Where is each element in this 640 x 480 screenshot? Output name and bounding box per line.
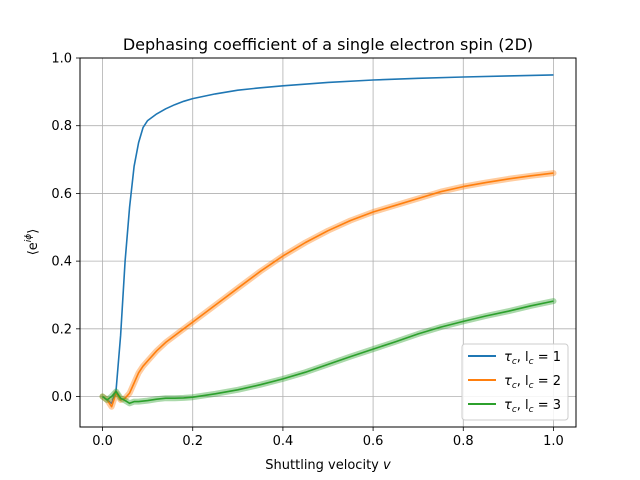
series-1-line: [102, 74, 554, 405]
y-tick-label: 0.8: [51, 119, 72, 134]
x-tick-label: 1.0: [543, 434, 564, 449]
x-tick-label: 0.2: [182, 434, 203, 449]
y-tick-label: 0.0: [51, 390, 72, 405]
legend-label-1: τc, lc = 1: [504, 350, 561, 367]
y-tick-label: 1.0: [51, 52, 72, 67]
y-axis-label-main: ⟨e: [26, 242, 41, 255]
x-axis-label-var: v: [383, 458, 391, 473]
x-tick-label: 0.8: [453, 434, 474, 449]
legend-box: [461, 343, 569, 421]
y-tick-label: 0.2: [51, 322, 72, 337]
ticks: 0.0 0.2 0.4 0.6 0.8 1.0 0.0 0.2 0.4 0.6 0.8 1.0: [51, 52, 563, 450]
grid: [80, 57, 576, 427]
series-layer: [99, 74, 557, 410]
legend-label-3: τc, lc = 3: [504, 398, 561, 415]
series-2-line: [102, 172, 554, 408]
y-axis-label-sup: iϕ: [24, 234, 34, 243]
y-tick-label: 0.4: [51, 255, 72, 270]
chart-title: Dephasing coefficient of a single electr…: [123, 35, 533, 54]
y-tick-label: 0.6: [51, 187, 72, 202]
x-tick-label: 0.4: [273, 434, 294, 449]
x-axis-label-text: Shuttling velocity: [265, 458, 383, 473]
x-axis-label: Shuttling velocity v: [265, 458, 391, 473]
legend: τc, lc = 1 τc, lc = 2 τc, lc = 3: [461, 343, 569, 421]
legend-label-2: τc, lc = 2: [504, 374, 561, 391]
y-axis-label-end: ⟩: [26, 229, 41, 234]
x-tick-label: 0.6: [363, 434, 384, 449]
x-tick-label: 0.0: [92, 434, 113, 449]
axes-frame: [79, 57, 577, 428]
series-3-line: [102, 300, 554, 405]
y-axis-label: ⟨eiϕ⟩: [24, 229, 41, 256]
